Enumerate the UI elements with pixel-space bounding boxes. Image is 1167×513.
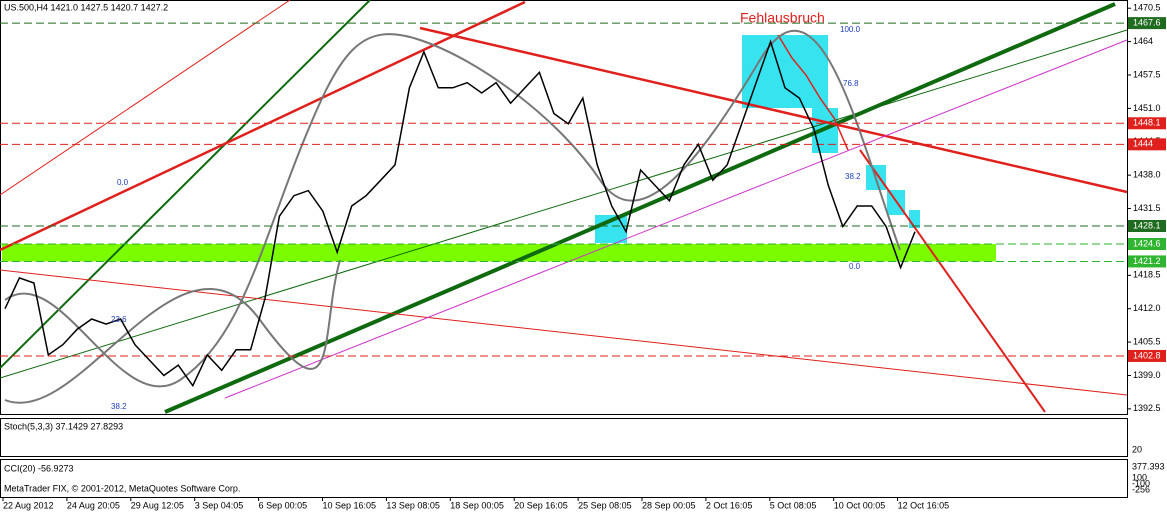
y-tick-label: 1451.0: [1133, 103, 1161, 113]
y-tick-label: 1399.0: [1133, 370, 1161, 380]
chart-title: US.500,H4 1421.0 1427.5 1420.7 1427.2: [4, 2, 168, 12]
level-label: 1402.8: [1133, 350, 1161, 360]
fib-label: 76.8: [843, 79, 859, 88]
x-tick-label: 6 Sep 00:05: [259, 500, 308, 510]
cci-axis-label: -256: [1132, 484, 1150, 494]
x-tick-label: 22 Aug 2012: [3, 500, 54, 510]
fib-label: 0.0: [849, 262, 861, 271]
stoch-frame: [0, 418, 1128, 457]
stoch-label: Stoch(5,3,3) 37.1429 27.8293: [4, 421, 123, 431]
trendline: [0, 0, 291, 196]
fib-label: 38.2: [111, 402, 127, 411]
y-tick-label: 1438.0: [1133, 170, 1161, 180]
x-tick-label: 13 Sep 08:05: [386, 500, 440, 510]
y-tick-label: 1405.5: [1133, 336, 1161, 346]
x-tick-label: 25 Sep 08:05: [578, 500, 632, 510]
x-tick-label: 18 Sep 00:05: [450, 500, 504, 510]
trendline: [164, 2, 1116, 414]
level-label: 1424.6: [1133, 238, 1161, 248]
cci-frame: [0, 459, 1128, 498]
x-tick-label: 20 Sep 16:05: [514, 500, 568, 510]
fib-box: [909, 210, 920, 228]
y-tick-label: 1418.5: [1133, 270, 1161, 280]
level-label: 1421.2: [1133, 256, 1161, 266]
annotation: Fehlausbruch: [740, 10, 825, 26]
y-tick-label: 1392.5: [1133, 403, 1161, 413]
support-zone: [2, 243, 996, 262]
level-box: [1128, 117, 1166, 130]
level-box: [1128, 255, 1166, 268]
level-box: [1128, 17, 1166, 30]
trendlines: [0, 0, 1128, 414]
price-line: [4, 39, 916, 388]
trendline: [0, 0, 371, 369]
cci-axis-label: -100: [1132, 478, 1150, 488]
level-box: [1128, 349, 1166, 362]
zigzag: [777, 34, 849, 151]
x-tick-label: 10 Oct 00:05: [834, 500, 886, 510]
level-label: 1428.1: [1133, 220, 1161, 230]
fib-label: 0.0: [117, 178, 129, 187]
level-label: 1444: [1133, 139, 1153, 149]
main-frame: [0, 0, 1128, 415]
y-tick-label: 1470.5: [1133, 3, 1161, 13]
bollinger-decoration: [4, 29, 901, 388]
x-tick-label: 2 Oct 16:05: [706, 500, 753, 510]
cci-axis-label: 100: [1132, 472, 1147, 482]
cci-axis-label: 377.393: [1132, 461, 1165, 471]
y-tick-label: 1457.5: [1133, 69, 1161, 79]
trendline: [0, 29, 1128, 379]
level-label: 1448.1: [1133, 118, 1161, 128]
x-tick-label: 3 Sep 04:05: [195, 500, 244, 510]
x-tick-label: 10 Sep 16:05: [323, 500, 377, 510]
x-tick-label: 5 Oct 08:05: [770, 500, 817, 510]
fib-label: 38.2: [845, 172, 861, 181]
trendline: [419, 26, 1128, 194]
x-tick-label: 12 Oct 16:05: [898, 500, 950, 510]
level-box: [1128, 138, 1166, 151]
bollinger-decoration: [4, 259, 341, 404]
stoch-axis-label: 20: [1132, 444, 1142, 454]
cci-label: CCI(20) -56.9273: [4, 463, 74, 473]
fib-label: 23.6: [111, 315, 127, 324]
fib-boxes: [595, 35, 920, 243]
trendline: [224, 39, 1128, 399]
trendline: [859, 149, 1046, 413]
y-tick-label: 1412.0: [1133, 303, 1161, 313]
x-tick-label: 28 Sep 00:05: [642, 500, 696, 510]
x-tick-label: 29 Aug 12:05: [131, 500, 184, 510]
fib-label: 100.0: [840, 25, 861, 34]
level-box: [1128, 220, 1166, 233]
level-box: [1128, 237, 1166, 250]
trendline: [0, 269, 1128, 396]
y-tick-label: 1431.5: [1133, 203, 1161, 213]
x-tick-label: 24 Aug 20:05: [67, 500, 120, 510]
level-label: 1467.6: [1133, 17, 1161, 27]
y-tick-label: 1464: [1133, 36, 1153, 46]
copyright: MetaTrader FIX, © 2001-2012, MetaQuotes …: [4, 483, 240, 493]
trendline: [0, 0, 526, 252]
